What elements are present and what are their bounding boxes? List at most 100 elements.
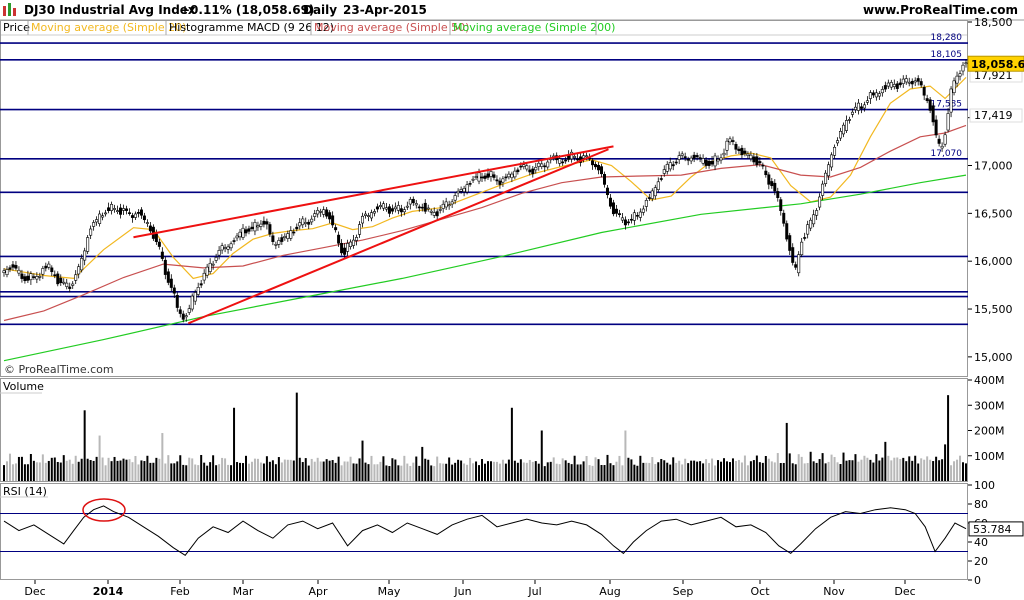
ma-series-line bbox=[3, 174, 967, 362]
volume-bar bbox=[743, 455, 746, 481]
volume-bar bbox=[164, 463, 167, 481]
price-candle bbox=[139, 209, 143, 216]
price-candle bbox=[50, 267, 54, 273]
price-candle bbox=[271, 235, 275, 242]
price-candle bbox=[262, 220, 266, 225]
price-candle bbox=[504, 176, 508, 179]
volume-bar bbox=[298, 457, 301, 481]
price-candle bbox=[495, 179, 499, 182]
volume-bar bbox=[5, 461, 8, 481]
price-candle bbox=[352, 239, 356, 246]
volume-bar bbox=[137, 464, 140, 481]
volume-bar bbox=[62, 455, 65, 481]
price-candle bbox=[519, 165, 523, 168]
rsi-pane-title: RSI (14) bbox=[3, 485, 47, 498]
price-candle bbox=[847, 119, 851, 121]
price-candle bbox=[127, 212, 131, 214]
volume-pane-title: Volume bbox=[3, 380, 44, 393]
volume-bar bbox=[824, 463, 827, 481]
price-candle bbox=[142, 215, 146, 221]
volume-bar bbox=[481, 459, 484, 481]
volume-bar bbox=[731, 458, 734, 481]
price-candle bbox=[5, 269, 9, 276]
price-candle bbox=[486, 173, 490, 178]
volume-bar bbox=[863, 455, 866, 481]
horizontal-levels: 18,280 18,105 17,585 17,070 bbox=[0, 33, 968, 326]
price-candle bbox=[895, 83, 899, 89]
trendlines bbox=[133, 145, 614, 325]
price-candle bbox=[355, 237, 359, 241]
rsi-line bbox=[0, 505, 968, 556]
price-candle bbox=[289, 230, 293, 239]
volume-bar bbox=[672, 457, 675, 481]
price-candle bbox=[498, 180, 502, 185]
volume-bar bbox=[818, 459, 821, 481]
volume-bar bbox=[20, 456, 23, 481]
volume-bar bbox=[101, 457, 104, 481]
volume-bar bbox=[364, 462, 367, 481]
volume-bar bbox=[53, 457, 56, 481]
volume-bar bbox=[675, 462, 678, 481]
price-change: +0.11% (18,058.69) bbox=[180, 3, 314, 17]
price-candle bbox=[304, 222, 308, 224]
price-candle bbox=[839, 131, 843, 139]
volume-bar bbox=[304, 458, 307, 481]
volume-bar bbox=[615, 461, 618, 481]
price-candle bbox=[154, 233, 158, 243]
price-candle bbox=[779, 199, 783, 211]
price-candle bbox=[591, 160, 595, 166]
price-candle bbox=[166, 271, 170, 283]
volume-pane bbox=[0, 378, 968, 482]
volume-bar bbox=[908, 456, 911, 481]
volume-bar bbox=[41, 454, 44, 481]
volume-bar bbox=[250, 461, 253, 481]
price-candle bbox=[815, 210, 819, 216]
price-candle bbox=[80, 258, 84, 271]
volume-bar bbox=[179, 455, 182, 481]
price-candle bbox=[731, 140, 735, 142]
volume-bar bbox=[319, 461, 322, 481]
volume-bar bbox=[552, 457, 555, 481]
price-candle bbox=[743, 150, 747, 154]
price-candles bbox=[2, 59, 968, 323]
price-candle bbox=[11, 264, 15, 268]
volume-bar bbox=[89, 460, 92, 481]
price-candle bbox=[390, 208, 394, 212]
price-candle bbox=[244, 229, 248, 234]
price-candle bbox=[56, 273, 60, 285]
side-label: 17,419 bbox=[974, 109, 1013, 122]
volume-bar bbox=[92, 460, 95, 481]
legend-macd: Histogramme MACD (9 26 12) bbox=[169, 21, 334, 34]
price-candle bbox=[728, 138, 732, 143]
volume-bar bbox=[412, 462, 415, 481]
volume-bar bbox=[582, 461, 585, 481]
volume-bar bbox=[215, 465, 218, 481]
price-candle bbox=[540, 163, 544, 167]
volume-bar bbox=[68, 459, 71, 481]
price-candle bbox=[190, 295, 194, 310]
price-candle bbox=[172, 287, 176, 294]
volume-bar bbox=[492, 461, 495, 481]
volume-bar bbox=[540, 430, 543, 481]
volume-bar bbox=[209, 462, 212, 481]
price-candle bbox=[399, 208, 403, 213]
volume-bar bbox=[355, 463, 358, 481]
volume-bar bbox=[654, 464, 657, 481]
price-candle bbox=[635, 214, 639, 217]
price-candle bbox=[922, 87, 926, 96]
price-candle bbox=[372, 211, 376, 214]
price-candle bbox=[749, 154, 753, 159]
y-tick-label: 80 bbox=[974, 498, 988, 511]
volume-bar bbox=[143, 461, 146, 481]
price-candle bbox=[462, 187, 466, 192]
volume-bar bbox=[830, 454, 833, 481]
volume-bar bbox=[283, 459, 286, 481]
x-tick-label: Jun bbox=[453, 585, 471, 598]
volume-bar bbox=[343, 461, 346, 481]
volume-bar bbox=[606, 454, 609, 481]
volume-bar bbox=[242, 463, 245, 481]
price-candle bbox=[638, 211, 642, 218]
price-candle bbox=[608, 197, 612, 207]
volume-bar bbox=[32, 460, 35, 481]
volume-bar bbox=[256, 458, 259, 481]
